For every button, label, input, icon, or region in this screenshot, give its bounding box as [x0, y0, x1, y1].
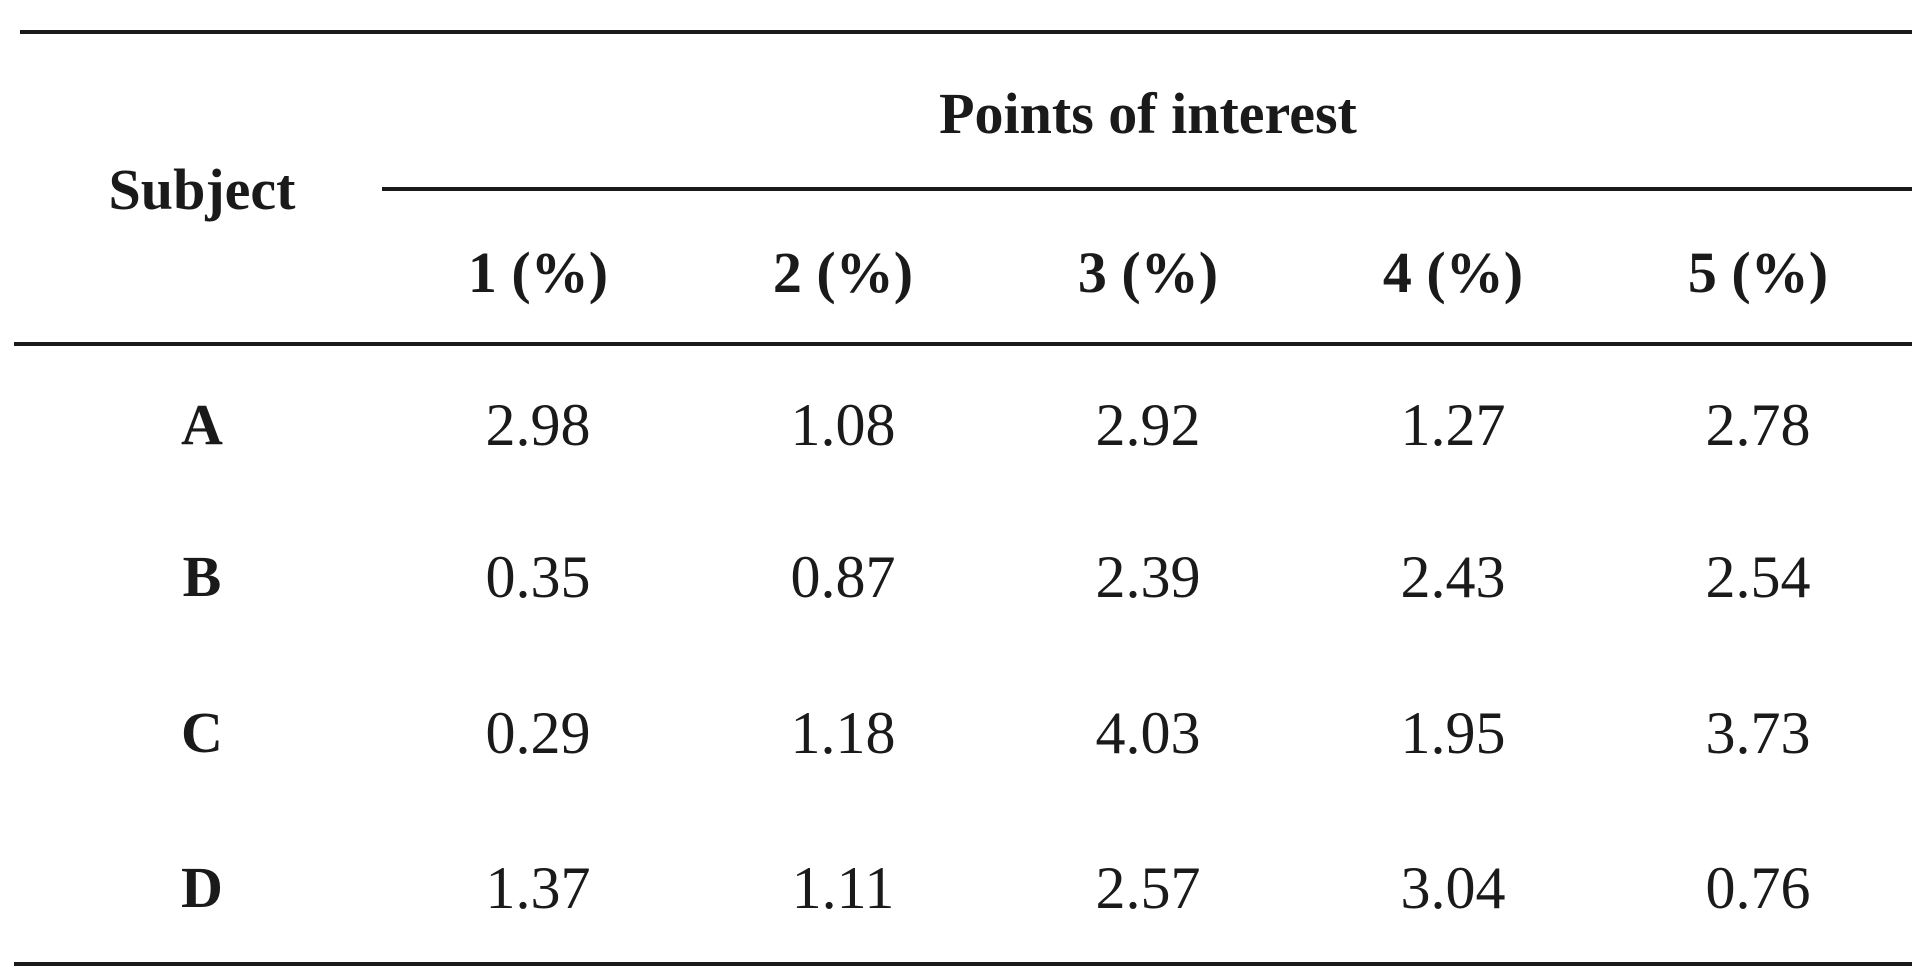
table-cell: 1.08 — [790, 392, 896, 458]
row-label-a: A — [181, 392, 223, 457]
table-cell: 2.78 — [1705, 392, 1811, 458]
table-cell: 0.35 — [485, 544, 591, 610]
table-cell: 1.37 — [485, 855, 591, 921]
table-cell: 2.43 — [1400, 544, 1506, 610]
table-cell: 2.92 — [1095, 392, 1201, 458]
subject-header: Subject — [108, 157, 296, 222]
row-label-c: C — [181, 700, 223, 765]
table-cell: 2.57 — [1095, 855, 1201, 921]
group-header-rule — [382, 187, 1912, 191]
column-header-4: 4 (%) — [1382, 240, 1524, 305]
table-cell: 0.76 — [1705, 855, 1811, 921]
table-cell: 2.98 — [485, 392, 591, 458]
table-cell: 0.87 — [790, 544, 896, 610]
row-label-b: B — [182, 544, 222, 609]
header-bottom-rule — [14, 342, 1912, 346]
column-header-1: 1 (%) — [467, 240, 609, 305]
table-cell: 3.73 — [1705, 700, 1811, 766]
table-top-rule — [20, 30, 1912, 34]
table-cell: 2.54 — [1705, 544, 1811, 610]
table-cell: 1.27 — [1400, 392, 1506, 458]
row-label-d: D — [181, 855, 223, 920]
column-header-2: 2 (%) — [772, 240, 914, 305]
table-cell: 1.18 — [790, 700, 896, 766]
table-cell: 4.03 — [1095, 700, 1201, 766]
table-cell: 0.29 — [485, 700, 591, 766]
table-cell: 2.39 — [1095, 544, 1201, 610]
column-header-3: 3 (%) — [1077, 240, 1219, 305]
table-cell: 3.04 — [1400, 855, 1506, 921]
table-cell: 1.11 — [791, 855, 895, 921]
points-of-interest-header: Points of interest — [939, 81, 1357, 146]
table-bottom-rule — [14, 962, 1912, 966]
column-header-5: 5 (%) — [1687, 240, 1829, 305]
table-cell: 1.95 — [1400, 700, 1506, 766]
